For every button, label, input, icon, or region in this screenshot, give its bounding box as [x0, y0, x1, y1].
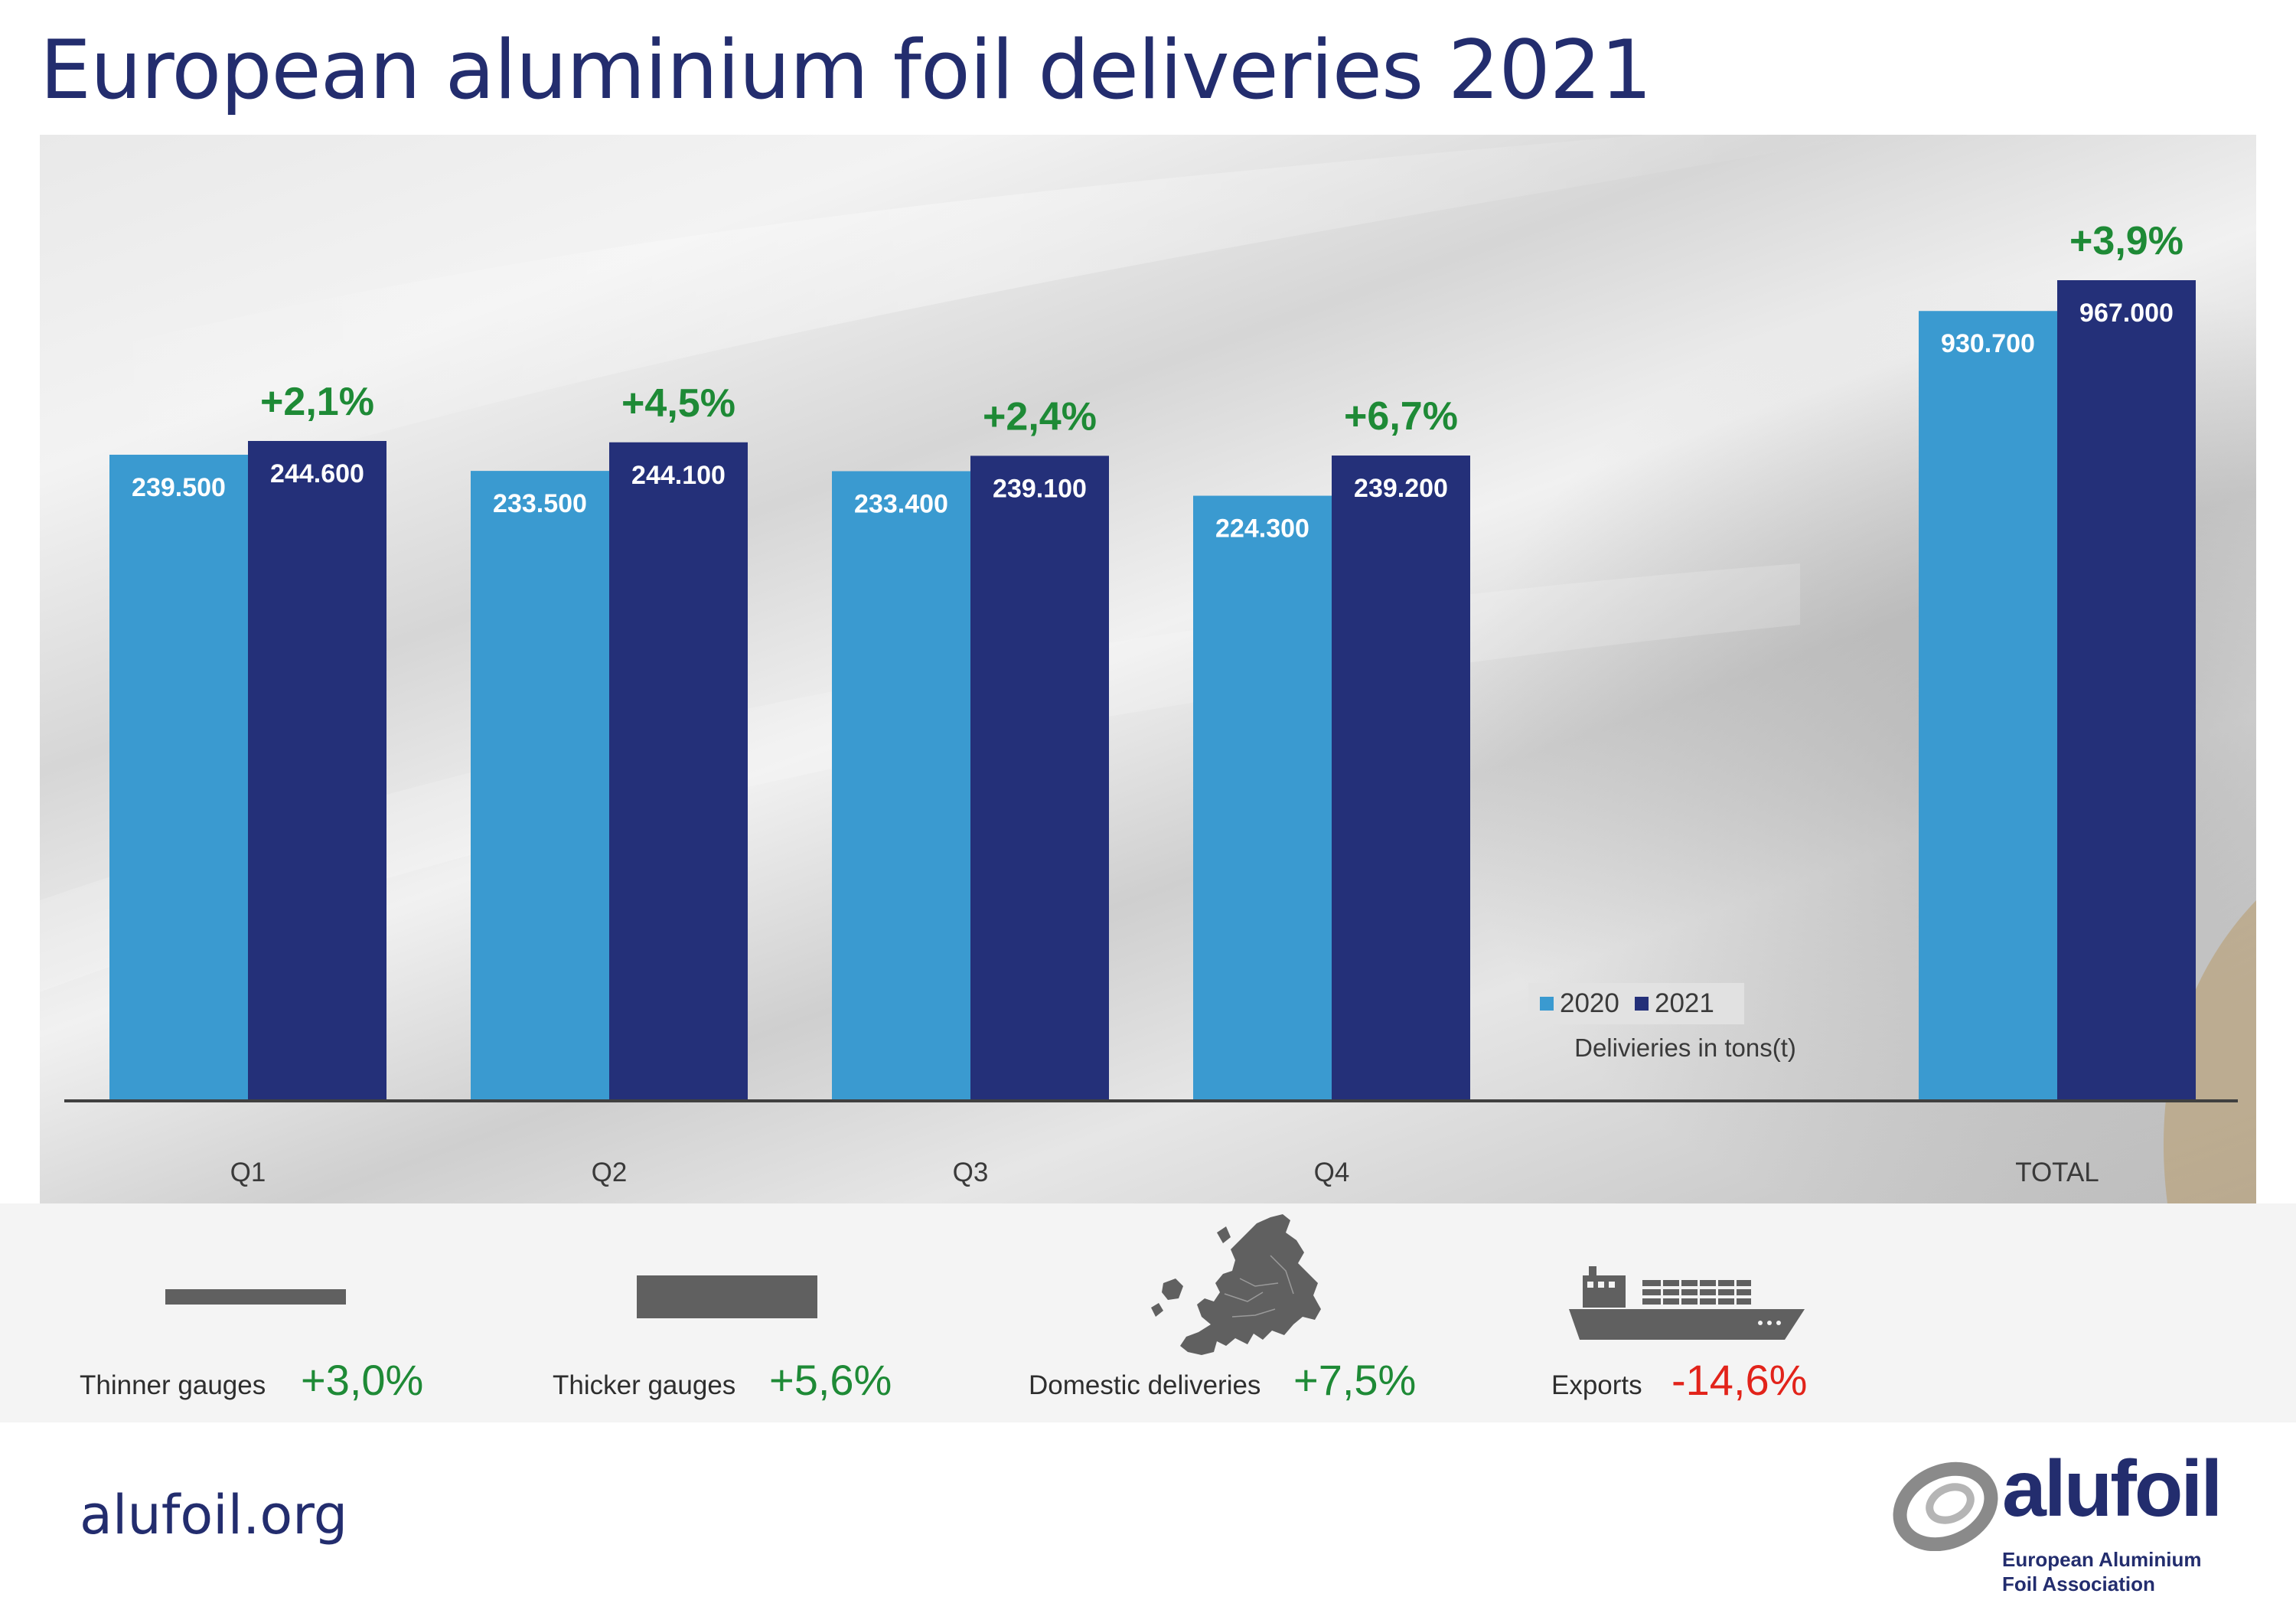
bar-q4-2021 [1332, 456, 1470, 1101]
alufoil-swirl-icon [1893, 1461, 1998, 1551]
bar-value-label-q3-2020: 233.400 [854, 489, 948, 518]
growth-label-total: +3,9% [2069, 219, 2183, 263]
legend-label-2021: 2021 [1655, 988, 1714, 1018]
kpi-label-thinner-gauges: Thinner gauges [80, 1370, 266, 1400]
kpi-label-thicker-gauges: Thicker gauges [553, 1370, 736, 1400]
kpi-label-exports: Exports [1551, 1370, 1642, 1400]
bar-value-label-q2-2020: 233.500 [493, 489, 587, 518]
legend-label-2020: 2020 [1560, 988, 1619, 1018]
bar-q2-2021 [609, 442, 748, 1101]
x-tick-label-total: TOTAL [2015, 1158, 2099, 1187]
chart-panel: 239.500 244.600 +2,1% 233.500 244.100 +4,5% 23… [40, 135, 2256, 1203]
x-tick-label-q4: Q4 [1314, 1158, 1350, 1187]
thin-bar-icon [165, 1289, 346, 1305]
bar-q1-2021 [248, 441, 386, 1101]
bar-q3-2021 [970, 456, 1109, 1101]
unit-note: Delivieries in tons(t) [1574, 1034, 1796, 1062]
logo-wordmark: alufoil [2002, 1445, 2223, 1533]
bar-value-label-q4-2020: 224.300 [1215, 514, 1309, 544]
footer-url: alufoil.org [80, 1484, 348, 1546]
growth-label-q4: +6,7% [1344, 394, 1458, 439]
x-tick-label-q1: Q1 [230, 1158, 266, 1187]
logo-line-1: European Aluminium [2002, 1548, 2202, 1571]
kpi-value-domestic-deliveries: +7,5% [1293, 1356, 1417, 1404]
alufoil-logo: alufoil European Aluminium Foil Associat… [1890, 1445, 2227, 1600]
bar-value-label-total-2021: 967.000 [2079, 299, 2174, 328]
kpi-value-thinner-gauges: +3,0% [301, 1356, 424, 1404]
bar-value-label-q3-2021: 239.100 [993, 474, 1087, 503]
legend: 2020 2021 Delivieries in tons(t) [1528, 983, 1796, 1062]
cargo-ship-icon [1569, 1266, 1805, 1340]
x-tick-label-q2: Q2 [592, 1158, 628, 1187]
bar-q1-2020 [109, 454, 248, 1101]
growth-label-q1: +2,1% [260, 380, 374, 424]
growth-label-q2: +4,5% [621, 381, 735, 426]
legend-swatch-2021 [1635, 997, 1649, 1011]
bar-value-label-q1-2021: 244.600 [270, 459, 364, 488]
kpi-value-exports: -14,6% [1671, 1356, 1808, 1404]
europe-map-icon [1151, 1214, 1321, 1355]
kpi-band: Thinner gauges +3,0% Thicker gauges +5,6… [0, 1203, 2296, 1422]
page-title: European aluminium foil deliveries 2021 [40, 23, 1652, 117]
bar-value-label-q1-2020: 239.500 [132, 473, 226, 502]
bar-q2-2020 [471, 471, 609, 1101]
legend-swatch-2020 [1540, 997, 1554, 1011]
bar-value-label-q4-2021: 239.200 [1354, 474, 1448, 503]
kpi-label-domestic-deliveries: Domestic deliveries [1029, 1370, 1261, 1400]
thick-bar-icon [637, 1275, 817, 1318]
x-tick-label-q3: Q3 [953, 1158, 989, 1187]
bar-total-2021 [2057, 280, 2196, 1101]
bar-value-label-q2-2021: 244.100 [631, 461, 726, 490]
bar-q4-2020 [1193, 495, 1332, 1101]
kpi-value-thicker-gauges: +5,6% [769, 1356, 892, 1404]
bar-q3-2020 [832, 471, 970, 1101]
bar-value-label-total-2020: 930.700 [1941, 329, 2035, 358]
growth-label-q3: +2,4% [983, 394, 1097, 439]
bar-total-2020 [1919, 311, 2057, 1101]
logo-line-2: Foil Association [2002, 1572, 2155, 1595]
bar-chart: 239.500 244.600 +2,1% 233.500 244.100 +4,5% 23… [40, 135, 2256, 1203]
